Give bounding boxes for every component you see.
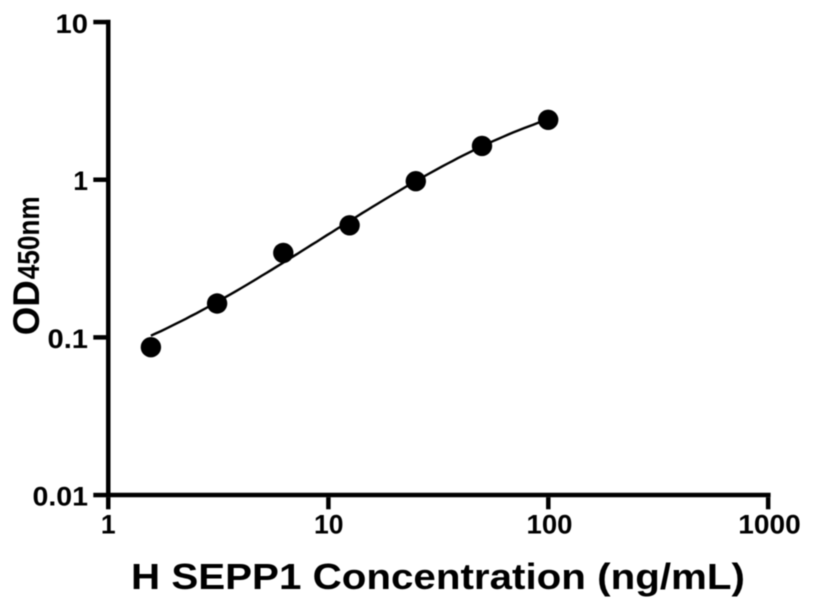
svg-text:0.01: 0.01 <box>33 482 89 512</box>
svg-text:OD: OD <box>6 280 47 335</box>
svg-text:450nm: 450nm <box>12 196 46 279</box>
svg-text:0.1: 0.1 <box>48 324 89 354</box>
svg-text:10: 10 <box>56 9 89 39</box>
svg-text:1: 1 <box>101 510 116 540</box>
svg-text:H SEPP1 Concentration (ng/mL): H SEPP1 Concentration (ng/mL) <box>131 556 745 597</box>
svg-text:10: 10 <box>314 510 343 540</box>
svg-text:1000: 1000 <box>738 510 801 540</box>
svg-text:1: 1 <box>73 166 88 196</box>
svg-text:100: 100 <box>527 510 573 540</box>
